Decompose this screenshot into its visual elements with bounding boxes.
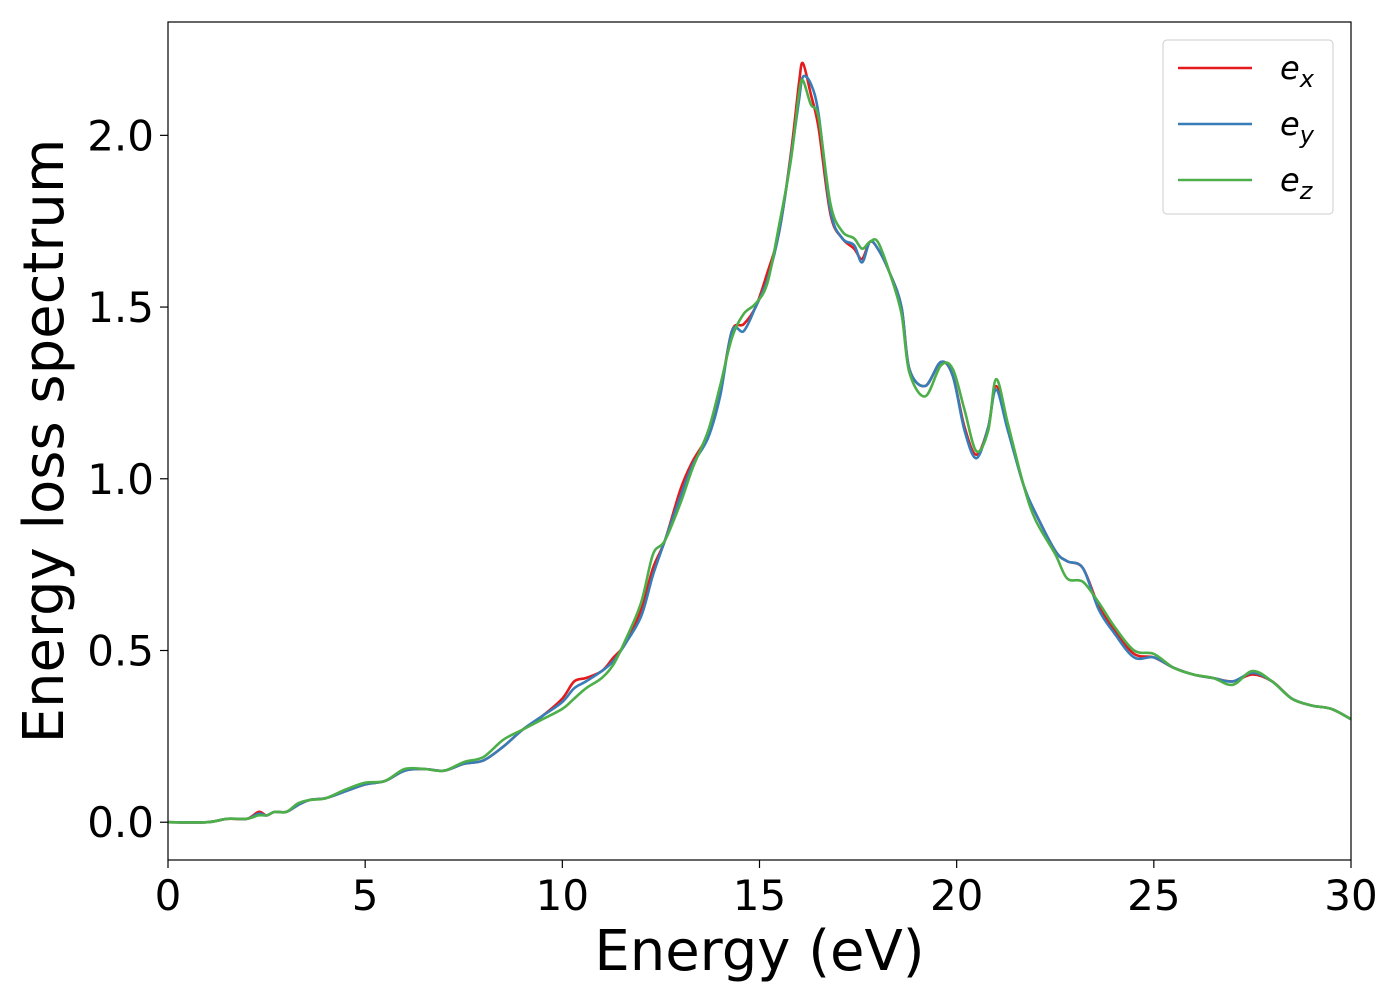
y-tick-label: 1.0: [87, 455, 154, 504]
x-tick-label: 25: [1127, 871, 1180, 920]
legend-label-z: ez: [1280, 161, 1314, 205]
x-tick-label: 30: [1324, 871, 1377, 920]
series-lines: [167, 61, 1352, 824]
legend: ex ey ez: [1162, 39, 1334, 215]
y-tick-label: 2.0: [87, 111, 154, 160]
series-line-z: [167, 78, 1352, 824]
x-tick-label: 0: [155, 871, 182, 920]
x-tick-label: 10: [536, 871, 589, 920]
y-axis-title: Energy loss spectrum: [12, 139, 77, 744]
legend-label-x: ex: [1280, 49, 1315, 93]
legend-label-y: ey: [1280, 105, 1315, 149]
legend-box: [1162, 39, 1334, 215]
y-axis: 0.0 0.5 1.0 1.5 2.0: [87, 111, 168, 847]
x-tick-label: 15: [733, 871, 786, 920]
x-tick-label: 20: [930, 871, 983, 920]
y-tick-label: 0.0: [87, 798, 154, 847]
x-axis: 0 5 10 15 20 25 30: [155, 860, 1378, 920]
y-tick-label: 0.5: [87, 627, 154, 676]
plot-background: [168, 22, 1351, 860]
x-tick-label: 5: [352, 871, 379, 920]
y-tick-label: 1.5: [87, 283, 154, 332]
x-axis-title: Energy (eV): [594, 919, 924, 984]
